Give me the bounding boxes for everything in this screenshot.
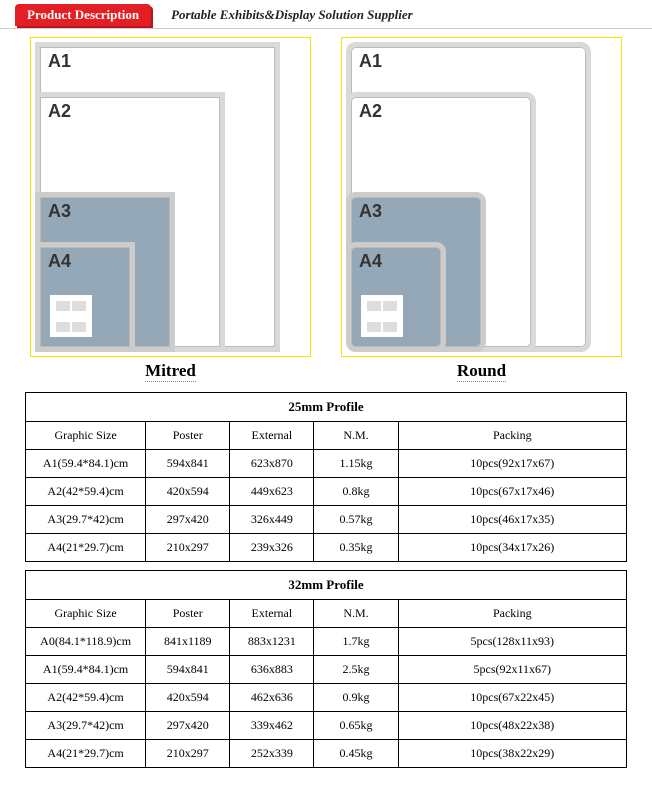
table-row: A3(29.7*42)cm297x420339x4620.65kg10pcs(4… — [26, 712, 627, 740]
table-cell: 10pcs(46x17x35) — [398, 506, 626, 534]
column-header: Poster — [146, 600, 230, 628]
mitred-caption: Mitred — [145, 361, 196, 382]
table-cell: A4(21*29.7)cm — [26, 740, 146, 768]
table-cell: 339x462 — [230, 712, 314, 740]
table-cell: 1.15kg — [314, 450, 398, 478]
table-cell: 10pcs(48x22x38) — [398, 712, 626, 740]
header-bar: Product Description Portable Exhibits&Di… — [0, 0, 652, 29]
table-cell: 883x1231 — [230, 628, 314, 656]
frame-label: A2 — [48, 101, 71, 122]
mitred-column: A1 A2 A3 A4 Mitred — [30, 37, 311, 382]
table-cell: 2.5kg — [314, 656, 398, 684]
frame-label: A1 — [48, 51, 71, 72]
frame-label: A4 — [48, 251, 71, 272]
round-frame-stack: A1 A2 A3 A4 — [341, 37, 622, 357]
frame-label: A2 — [359, 101, 382, 122]
table-row: A0(84.1*118.9)cm841x1189883x12311.7kg5pc… — [26, 628, 627, 656]
column-header: N.M. — [314, 422, 398, 450]
table-cell: 0.45kg — [314, 740, 398, 768]
column-header: Packing — [398, 600, 626, 628]
table-cell: 5pcs(128x11x93) — [398, 628, 626, 656]
supplier-subtitle: Portable Exhibits&Display Solution Suppl… — [171, 7, 413, 23]
table-cell: A1(59.4*84.1)cm — [26, 656, 146, 684]
table-cell: 210x297 — [146, 740, 230, 768]
table-cell: A2(42*59.4)cm — [26, 684, 146, 712]
table-cell: 10pcs(38x22x29) — [398, 740, 626, 768]
frame-label: A3 — [359, 201, 382, 222]
table-cell: 5pcs(92x11x67) — [398, 656, 626, 684]
mitred-frame-stack: A1 A2 A3 A4 — [30, 37, 311, 357]
table-row: A2(42*59.4)cm420x594462x6360.9kg10pcs(67… — [26, 684, 627, 712]
table-title: 25mm Profile — [26, 393, 627, 422]
frame-label: A1 — [359, 51, 382, 72]
table-cell: A3(29.7*42)cm — [26, 506, 146, 534]
table-cell: A1(59.4*84.1)cm — [26, 450, 146, 478]
table-cell: 462x636 — [230, 684, 314, 712]
table-cell: 10pcs(67x17x46) — [398, 478, 626, 506]
round-caption: Round — [457, 361, 506, 382]
column-header: Poster — [146, 422, 230, 450]
sample-swatch — [361, 295, 403, 337]
table-cell: 0.8kg — [314, 478, 398, 506]
table-cell: 10pcs(34x17x26) — [398, 534, 626, 562]
table-cell: 0.57kg — [314, 506, 398, 534]
table-cell: 594x841 — [146, 450, 230, 478]
round-column: A1 A2 A3 A4 Round — [341, 37, 622, 382]
table-cell: A4(21*29.7)cm — [26, 534, 146, 562]
table-row: A4(21*29.7)cm210x297239x3260.35kg10pcs(3… — [26, 534, 627, 562]
table-cell: A0(84.1*118.9)cm — [26, 628, 146, 656]
table-cell: 420x594 — [146, 478, 230, 506]
table-row: A4(21*29.7)cm210x297252x3390.45kg10pcs(3… — [26, 740, 627, 768]
column-header: N.M. — [314, 600, 398, 628]
column-header: Graphic Size — [26, 422, 146, 450]
sample-swatch — [50, 295, 92, 337]
frame-label: A4 — [359, 251, 382, 272]
table-cell: A2(42*59.4)cm — [26, 478, 146, 506]
table-cell: 0.65kg — [314, 712, 398, 740]
table-cell: 252x339 — [230, 740, 314, 768]
table-title: 32mm Profile — [26, 571, 627, 600]
frame-a4: A4 — [346, 242, 446, 352]
table-cell: 297x420 — [146, 712, 230, 740]
table-cell: 239x326 — [230, 534, 314, 562]
table-cell: 10pcs(67x22x45) — [398, 684, 626, 712]
column-header: External — [230, 600, 314, 628]
table-cell: 841x1189 — [146, 628, 230, 656]
table-cell: 623x870 — [230, 450, 314, 478]
table-cell: 0.9kg — [314, 684, 398, 712]
frame-a4: A4 — [35, 242, 135, 352]
table-cell: 210x297 — [146, 534, 230, 562]
frame-label: A3 — [48, 201, 71, 222]
diagrams-region: A1 A2 A3 A4 Mitred A1 A2 A3 A4 Round — [0, 29, 652, 382]
tables-region: 25mm ProfileGraphic SizePosterExternalN.… — [0, 382, 652, 786]
table-cell: A3(29.7*42)cm — [26, 712, 146, 740]
table-cell: 449x623 — [230, 478, 314, 506]
table-cell: 10pcs(92x17x67) — [398, 450, 626, 478]
table-cell: 0.35kg — [314, 534, 398, 562]
column-header: External — [230, 422, 314, 450]
table-row: A2(42*59.4)cm420x594449x6230.8kg10pcs(67… — [26, 478, 627, 506]
table-cell: 326x449 — [230, 506, 314, 534]
product-description-badge: Product Description — [15, 4, 151, 26]
table-cell: 297x420 — [146, 506, 230, 534]
table-cell: 420x594 — [146, 684, 230, 712]
table-row: A1(59.4*84.1)cm594x841623x8701.15kg10pcs… — [26, 450, 627, 478]
column-header: Packing — [398, 422, 626, 450]
table-row: A3(29.7*42)cm297x420326x4490.57kg10pcs(4… — [26, 506, 627, 534]
table-cell: 594x841 — [146, 656, 230, 684]
table-cell: 636x883 — [230, 656, 314, 684]
table-25mm: 25mm ProfileGraphic SizePosterExternalN.… — [25, 392, 627, 562]
table-32mm: 32mm ProfileGraphic SizePosterExternalN.… — [25, 570, 627, 768]
column-header: Graphic Size — [26, 600, 146, 628]
table-row: A1(59.4*84.1)cm594x841636x8832.5kg5pcs(9… — [26, 656, 627, 684]
table-cell: 1.7kg — [314, 628, 398, 656]
